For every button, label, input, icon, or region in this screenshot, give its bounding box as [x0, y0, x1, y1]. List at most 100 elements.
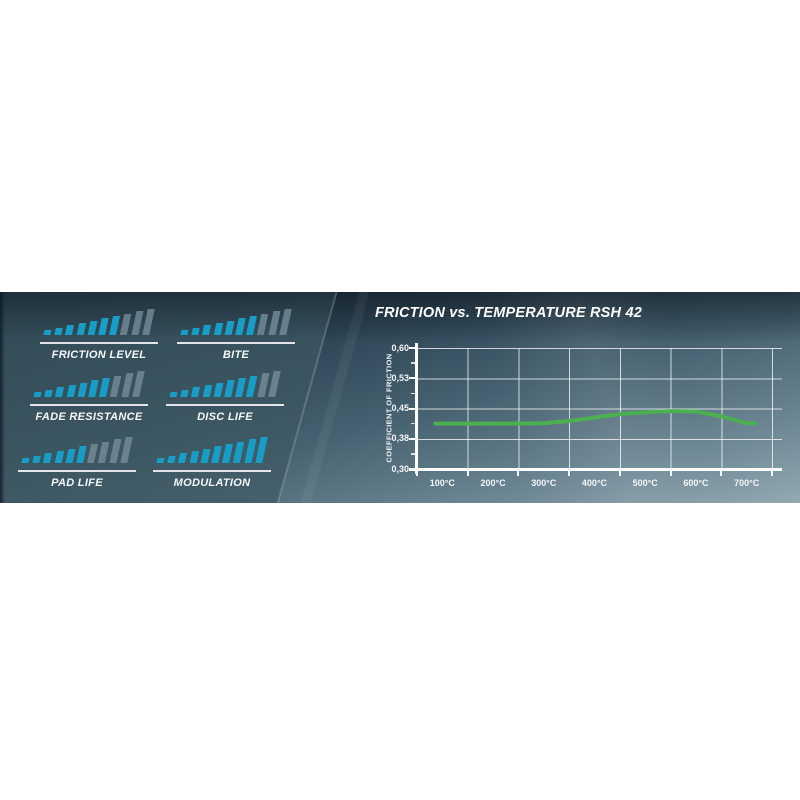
rating-bar: [99, 378, 110, 397]
rating-bar: [54, 327, 63, 335]
rating-bars-modulation: [153, 437, 271, 463]
y-minor-tick: [410, 453, 415, 455]
rating-bar: [65, 325, 75, 335]
rating-bar: [233, 441, 245, 463]
rating-friction-level: FRICTION LEVEL: [40, 309, 158, 361]
rating-label: PAD LIFE: [51, 476, 103, 489]
rating-bar: [21, 458, 30, 463]
x-tick-label: 200°C: [480, 478, 506, 488]
plot-grid-overhang: [773, 348, 782, 470]
rating-bar: [130, 311, 143, 335]
rating-bar: [267, 371, 281, 397]
rating-bar: [222, 444, 233, 463]
rating-bar: [98, 441, 110, 463]
rating-modulation: MODULATION: [153, 437, 271, 489]
x-tick-label: 100°C: [429, 478, 455, 488]
rating-bar: [200, 448, 211, 463]
y-tick-label: 0,38: [391, 433, 409, 444]
rating-label: BITE: [222, 348, 250, 361]
rating-label: DISC LIFE: [197, 410, 253, 423]
rating-bar: [246, 316, 257, 335]
rating-disc-life: DISC LIFE: [166, 371, 284, 423]
rating-bite: BITE: [177, 309, 295, 361]
rating-bar: [76, 323, 86, 335]
rating-bar: [235, 378, 246, 397]
rating-bar: [202, 385, 212, 397]
x-tick: [770, 471, 773, 476]
rating-bar: [141, 309, 155, 335]
rating-bar: [243, 439, 256, 463]
y-tick-label: 0,53: [391, 372, 409, 383]
rating-bar: [76, 446, 87, 463]
rating-bar: [87, 444, 98, 463]
x-tick: [669, 471, 672, 476]
rating-bar: [120, 373, 133, 397]
rating-bars-friction-level: [40, 309, 158, 335]
rating-bar: [43, 330, 52, 335]
x-tick-label: 700°C: [734, 478, 760, 488]
rating-fade-resistance: FADE RESISTANCE: [30, 371, 148, 423]
rating-bar: [202, 325, 212, 335]
rating-bar: [213, 323, 223, 335]
x-tick-label: 400°C: [581, 478, 608, 488]
rating-underline: [177, 342, 295, 344]
rating-label: FADE RESISTANCE: [35, 410, 143, 423]
x-tick-label: 600°C: [683, 478, 709, 488]
rating-bar: [235, 318, 246, 335]
rating-bar: [98, 318, 109, 335]
plot-grid: [417, 348, 773, 470]
x-tick: [618, 471, 621, 476]
rating-bar: [33, 392, 42, 397]
rating-bar: [65, 448, 76, 463]
rating-bar: [224, 320, 235, 335]
x-tick: [416, 471, 418, 476]
brake-pad-performance-banner: FRICTION LEVEL BITE FADE RESISTANCE DISC…: [0, 292, 800, 503]
rating-underline: [153, 470, 271, 472]
rating-underline: [40, 342, 158, 344]
rating-underline: [166, 404, 284, 406]
rating-bar: [278, 309, 292, 335]
rating-bar: [191, 387, 201, 397]
rating-bar: [156, 458, 165, 463]
rating-bar: [119, 437, 133, 463]
rating-bar: [77, 382, 88, 397]
rating-bars-fade-resistance: [30, 371, 148, 397]
rating-bar: [167, 455, 176, 463]
x-tick-label: 500°C: [632, 478, 658, 488]
y-tick-label: 0,30: [391, 463, 409, 474]
rating-bars-pad-life: [18, 437, 136, 463]
x-tick: [720, 471, 723, 476]
rating-bar: [180, 389, 189, 397]
rating-label: FRICTION LEVEL: [51, 348, 147, 361]
rating-pad-life: PAD LIFE: [18, 437, 136, 489]
rating-underline: [18, 470, 136, 472]
y-minor-tick: [410, 422, 415, 425]
rating-bar: [211, 446, 222, 463]
y-tick: [408, 377, 415, 380]
rating-bars-bite: [177, 309, 295, 335]
rating-bar: [224, 380, 235, 397]
x-tick-label: 300°C: [531, 478, 557, 488]
x-axis-line: [409, 468, 782, 471]
y-tick-label: 0,60: [391, 342, 409, 353]
rating-bar: [180, 330, 189, 335]
y-minor-tick: [410, 392, 415, 395]
x-tick: [568, 471, 571, 476]
y-tick-label: 0,45: [391, 403, 409, 413]
rating-bar: [120, 313, 132, 335]
x-tick: [466, 471, 469, 476]
rating-label: MODULATION: [173, 476, 251, 489]
chart-title: FRICTION vs. TEMPERATURE RSH 42: [375, 305, 642, 321]
rating-bar: [32, 455, 41, 463]
rating-bar: [109, 316, 120, 335]
y-tick: [408, 347, 415, 349]
rating-bar: [178, 453, 188, 463]
rating-underline: [30, 404, 148, 406]
rating-bar: [131, 371, 145, 397]
rating-bar: [55, 387, 65, 397]
rating-bar: [267, 311, 280, 335]
rating-bar: [191, 327, 200, 335]
rating-bar: [88, 380, 99, 397]
rating-bar: [110, 375, 122, 397]
y-tick: [408, 468, 415, 470]
